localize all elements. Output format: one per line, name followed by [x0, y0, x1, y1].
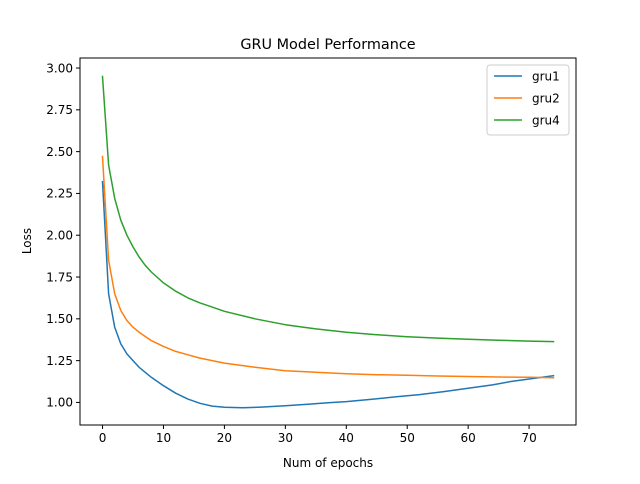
- y-tick-label: 1.25: [46, 354, 73, 368]
- legend-frame: [486, 64, 570, 136]
- y-axis-label: Loss: [20, 228, 34, 254]
- legend-label-gru4: gru4: [532, 113, 560, 127]
- legend: gru1 gru2 gru4: [486, 64, 570, 136]
- x-tick-label: 70: [521, 431, 536, 445]
- y-tick-label: 2.50: [46, 145, 73, 159]
- plot-frame: [79, 57, 577, 426]
- series-line-gru2: [101, 155, 555, 379]
- x-tick-label: 10: [156, 431, 171, 445]
- y-tick-label: 2.75: [46, 103, 73, 117]
- y-axis: 1.00 1.25 1.50 1.75 2.00 2.25 2.50 2.75 3.00: [46, 61, 80, 410]
- x-axis: 0 10 20 30 40 50 60 70: [99, 425, 537, 445]
- series-line-gru4: [101, 75, 555, 343]
- y-tick-label: 2.25: [46, 187, 73, 201]
- legend-label-gru2: gru2: [532, 91, 560, 105]
- x-tick-label: 60: [461, 431, 476, 445]
- legend-label-gru1: gru1: [532, 69, 560, 83]
- y-tick-label: 1.75: [46, 270, 73, 284]
- x-tick-label: 50: [400, 431, 415, 445]
- chart-title: GRU Model Performance: [240, 37, 415, 53]
- y-tick-label: 1.00: [46, 396, 73, 410]
- x-tick-label: 0: [99, 431, 107, 445]
- y-tick-label: 2.00: [46, 229, 73, 243]
- x-tick-label: 30: [278, 431, 293, 445]
- x-axis-label: Num of epochs: [283, 456, 373, 470]
- y-tick-label: 3.00: [46, 61, 73, 75]
- y-tick-label: 1.50: [46, 312, 73, 326]
- series-line-gru1: [101, 180, 555, 409]
- x-tick-label: 40: [339, 431, 354, 445]
- x-tick-label: 20: [217, 431, 232, 445]
- series-lines: [101, 75, 555, 409]
